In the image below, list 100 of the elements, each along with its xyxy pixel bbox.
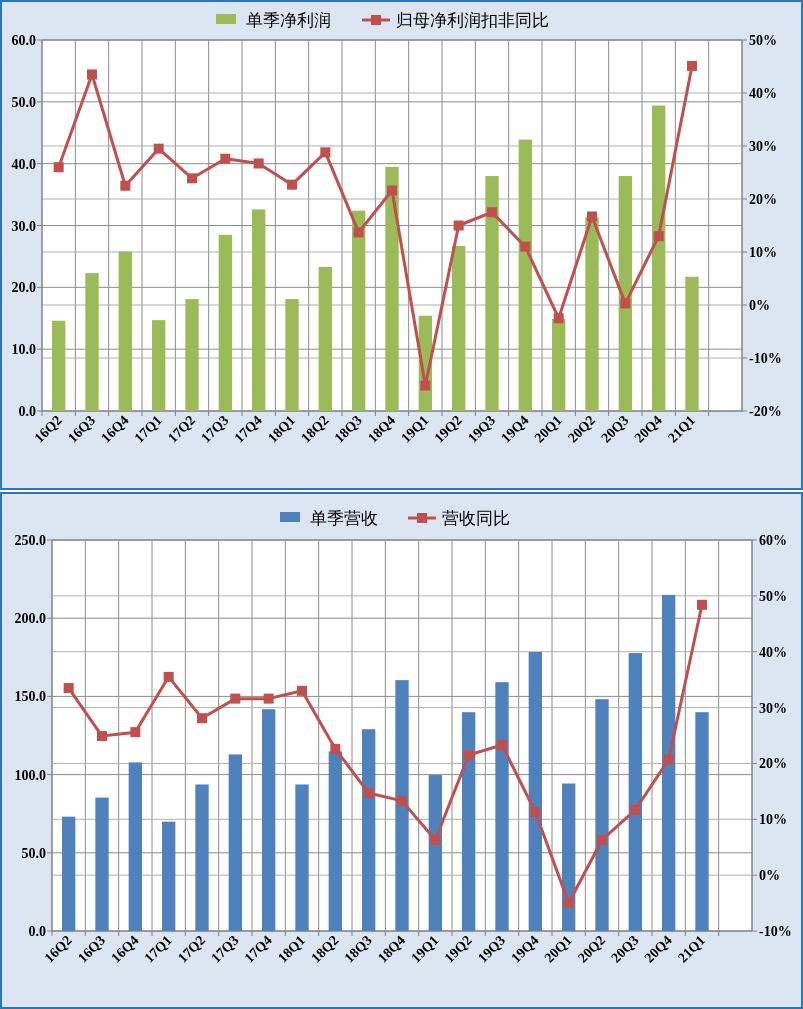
bar — [328, 751, 342, 931]
point — [363, 788, 374, 799]
y2-tick-label: 50% — [759, 588, 787, 604]
bar — [562, 783, 576, 931]
y2-tick-label: 60% — [759, 533, 787, 548]
bar — [652, 105, 666, 411]
bar — [62, 816, 76, 931]
bar — [485, 176, 499, 411]
y-tick-label: 250.0 — [14, 533, 46, 548]
y2-tick-label: 20% — [749, 192, 777, 207]
y2-tick-label: 50% — [749, 33, 777, 48]
legend-label: 单季净利润 — [246, 10, 331, 30]
point — [220, 153, 231, 164]
point — [620, 298, 631, 309]
point — [53, 162, 64, 173]
legend-label: 归母净利润扣非同比 — [396, 10, 549, 30]
bar — [595, 699, 609, 931]
point — [597, 834, 607, 845]
point — [163, 671, 174, 682]
point — [330, 743, 341, 754]
legend-label: 单季营收 — [310, 508, 378, 528]
point — [630, 804, 641, 815]
point — [453, 220, 464, 231]
point — [420, 380, 431, 391]
bar — [395, 680, 409, 931]
point — [487, 207, 497, 218]
point — [63, 683, 74, 694]
y-tick-label: 30.0 — [11, 218, 36, 234]
point — [320, 147, 331, 158]
y2-tick-label: 40% — [749, 86, 777, 101]
point — [120, 180, 131, 191]
point — [497, 740, 507, 750]
bar — [428, 775, 442, 931]
bar — [252, 209, 266, 411]
bar — [295, 784, 309, 931]
point — [353, 227, 364, 238]
bar — [628, 653, 642, 931]
bar — [128, 762, 142, 931]
y2-tick-label: 20% — [759, 756, 787, 772]
bar — [618, 176, 632, 411]
point — [230, 693, 241, 704]
point — [397, 795, 407, 806]
point — [297, 685, 307, 696]
y2-tick-label: 30% — [759, 700, 787, 716]
y-tick-label: 10.0 — [11, 342, 36, 358]
point — [130, 727, 141, 738]
bar — [695, 712, 709, 931]
bar — [528, 651, 542, 931]
point — [530, 807, 541, 818]
point — [653, 231, 664, 242]
point — [97, 731, 107, 742]
bar — [52, 320, 66, 411]
bar — [362, 729, 376, 931]
y-tick-label: 60.0 — [11, 33, 36, 48]
bar — [318, 266, 332, 411]
point — [287, 179, 297, 190]
bar — [162, 821, 176, 931]
bar — [95, 797, 109, 931]
point — [697, 599, 707, 610]
y-tick-label: 50.0 — [11, 94, 36, 110]
bar — [152, 320, 166, 411]
point — [387, 185, 397, 196]
bar — [685, 276, 699, 411]
bar — [195, 784, 209, 931]
point — [197, 713, 207, 724]
y2-tick-label: 0% — [749, 298, 770, 313]
y-tick-label: 0.0 — [28, 924, 46, 939]
point — [687, 60, 697, 71]
bar — [285, 299, 299, 411]
y2-tick-label: 30% — [749, 139, 777, 154]
y2-tick-label: 40% — [759, 644, 787, 660]
y-tick-label: 40.0 — [11, 156, 36, 172]
point — [563, 898, 574, 909]
bar — [585, 217, 599, 411]
y2-tick-label: -20% — [749, 404, 782, 419]
bar — [218, 234, 232, 411]
y-tick-label: 20.0 — [11, 280, 36, 296]
bar — [518, 139, 532, 411]
bar — [118, 251, 132, 411]
y2-tick-label: 10% — [759, 812, 787, 828]
legend-label: 营收同比 — [442, 508, 510, 528]
point — [587, 211, 597, 222]
point — [520, 241, 531, 252]
bar — [462, 712, 476, 931]
point — [663, 754, 674, 765]
bar — [452, 245, 466, 411]
point — [463, 750, 474, 761]
bar — [495, 682, 509, 931]
y-tick-label: 50.0 — [21, 845, 46, 861]
point — [253, 158, 264, 169]
bar — [228, 754, 242, 931]
bar — [185, 299, 199, 411]
bar — [552, 318, 566, 411]
y-tick-label: 150.0 — [14, 689, 46, 705]
point — [553, 313, 564, 324]
y-tick-label: 0.0 — [18, 404, 36, 419]
point — [87, 69, 97, 80]
bar — [85, 273, 99, 411]
point — [430, 834, 441, 845]
point — [187, 173, 197, 184]
